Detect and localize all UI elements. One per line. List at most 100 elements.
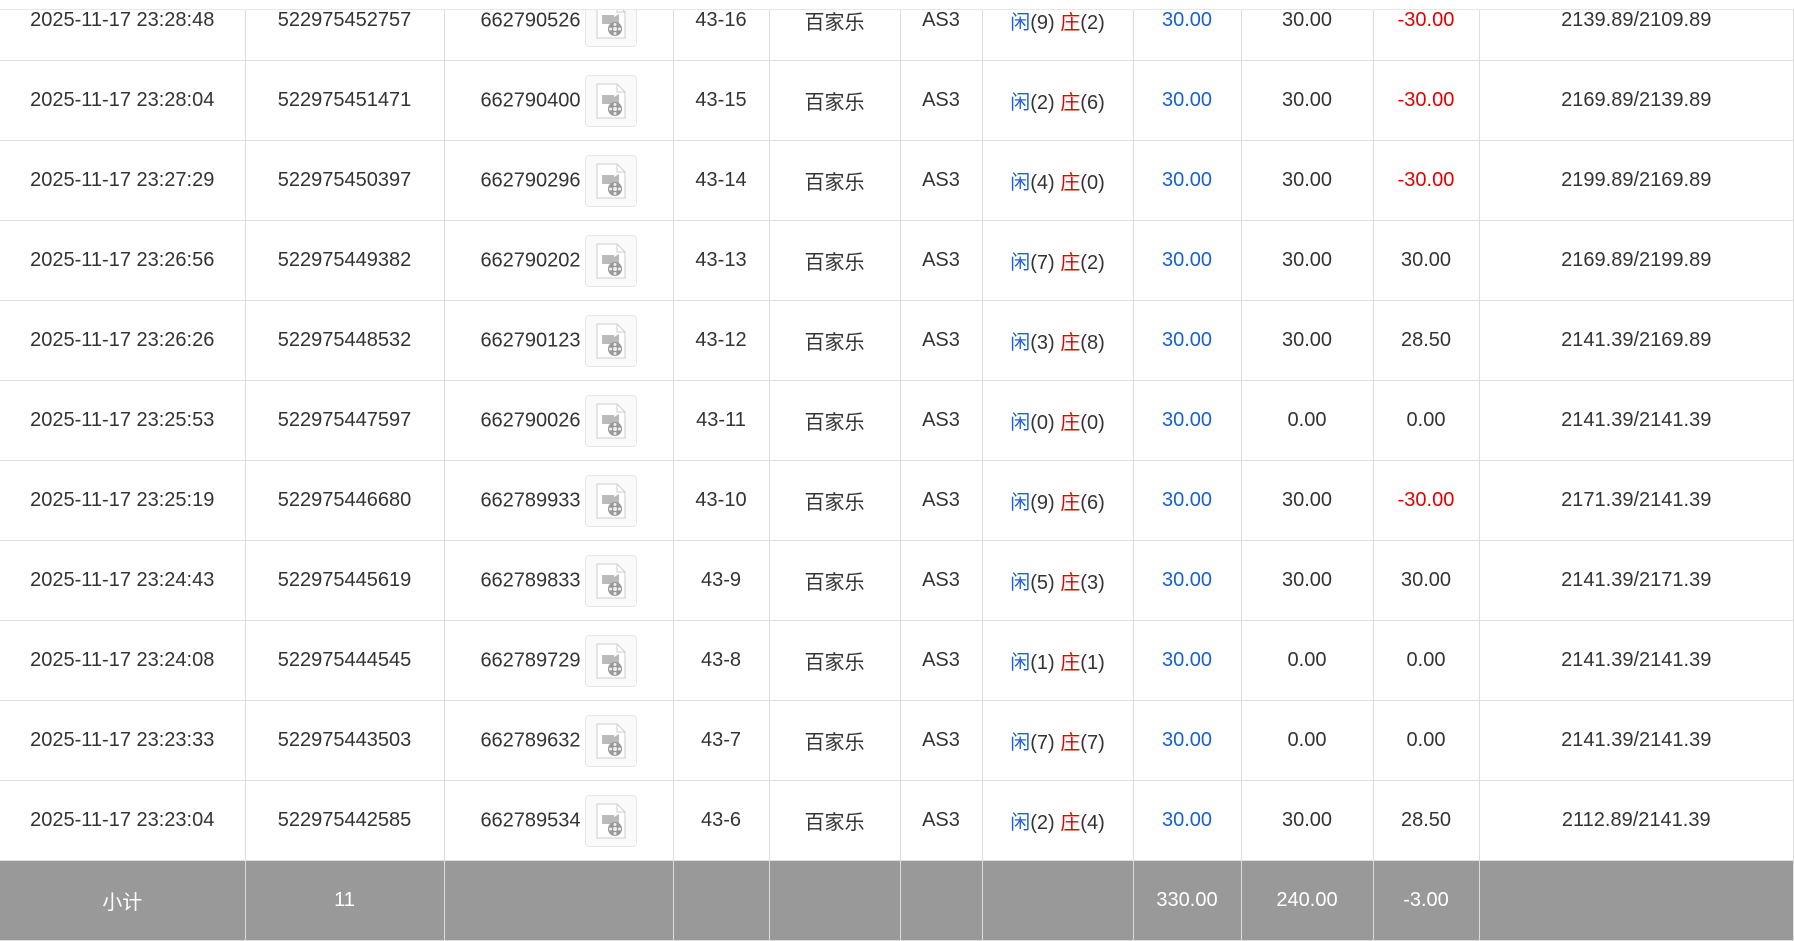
round-cell: 662789632 [443,700,674,781]
banker-score: (0) [1080,172,1105,194]
result-cell: 闲(4) 庄(0) [981,140,1134,221]
summary-bet: 330.00 [1132,860,1242,941]
bet-id: 522975446680 [244,460,445,541]
player-score: (7) [1030,732,1055,754]
win-loss: 0.00 [1372,700,1480,781]
bet-time: 2025-11-17 23:27:29 [0,140,246,221]
round-cell: 662790202 [443,220,674,301]
bet-id: 522975445619 [244,540,445,621]
summary-count: 11 [244,860,445,941]
round-cell: 662790296 [443,140,674,221]
banker-score: (4) [1080,812,1105,834]
player-score: (9) [1030,492,1055,514]
win-loss: -30.00 [1372,140,1480,221]
player-label: 闲 [1010,812,1031,834]
banker-score: (6) [1080,92,1105,114]
video-file-icon[interactable] [584,314,637,367]
summary-winloss: -3.00 [1372,860,1480,941]
valid-bet: 0.00 [1240,700,1374,781]
game-name: 百家乐 [768,300,901,381]
video-file-icon[interactable] [584,714,637,767]
table-row: 2025-11-17 23:28:48 522975452757 662790526… [0,0,1794,61]
win-loss: 0.00 [1372,620,1480,701]
bet-amount[interactable]: 30.00 [1132,380,1242,461]
round-id: 662790400 [480,88,581,111]
valid-bet: 30.00 [1240,780,1374,861]
result-cell: 闲(2) 庄(6) [981,60,1134,141]
table-row: 2025-11-17 23:24:08 522975444545 662789729… [0,620,1794,701]
win-loss: 30.00 [1372,540,1480,621]
bet-id: 522975443503 [244,700,445,781]
banker-score: (1) [1080,652,1105,674]
table-row: 2025-11-17 23:23:33 522975443503 662789632… [0,700,1794,781]
table-row: 2025-11-17 23:28:04 522975451471 662790400… [0,60,1794,141]
bet-amount[interactable]: 30.00 [1132,460,1242,541]
bet-amount[interactable]: 30.00 [1132,780,1242,861]
game-name: 百家乐 [768,0,901,61]
banker-score: (2) [1080,12,1105,34]
player-score: (4) [1030,172,1055,194]
game-name: 百家乐 [768,220,901,301]
bet-amount[interactable]: 30.00 [1132,300,1242,381]
banker-label: 庄 [1060,492,1081,514]
player-label: 闲 [1010,92,1031,114]
result-cell: 闲(3) 庄(8) [981,300,1134,381]
banker-score: (7) [1080,732,1105,754]
win-loss: 28.50 [1372,780,1480,861]
win-loss: 30.00 [1372,220,1480,301]
banker-label: 庄 [1060,732,1081,754]
shoe-number: 43-11 [672,380,770,461]
table-name: AS3 [899,380,983,461]
balance: 2199.89/2169.89 [1478,140,1794,221]
bet-time: 2025-11-17 23:26:26 [0,300,246,381]
balance: 2169.89/2199.89 [1478,220,1794,301]
valid-bet: 30.00 [1240,60,1374,141]
header-edge [0,0,1794,10]
shoe-number: 43-15 [672,60,770,141]
shoe-number: 43-7 [672,700,770,781]
bet-time: 2025-11-17 23:25:19 [0,460,246,541]
table-name: AS3 [899,540,983,621]
banker-label: 庄 [1060,172,1081,194]
result-cell: 闲(9) 庄(2) [981,0,1134,61]
bet-amount[interactable]: 30.00 [1132,700,1242,781]
video-file-icon[interactable] [584,154,637,207]
video-file-icon[interactable] [584,234,637,287]
video-file-icon[interactable] [584,474,637,527]
round-id: 662790202 [480,248,581,271]
video-file-icon[interactable] [584,394,637,447]
win-loss: -30.00 [1372,460,1480,541]
bet-amount[interactable]: 30.00 [1132,140,1242,221]
bet-amount[interactable]: 30.00 [1132,620,1242,701]
bet-id: 522975451471 [244,60,445,141]
bet-amount[interactable]: 30.00 [1132,60,1242,141]
round-id: 662789729 [480,648,581,671]
player-score: (3) [1030,332,1055,354]
summary-row: 小计 11 330.00 240.00 -3.00 [0,860,1794,941]
banker-score: (8) [1080,332,1105,354]
round-id: 662789534 [480,808,581,831]
player-label: 闲 [1010,652,1031,674]
bet-time: 2025-11-17 23:25:53 [0,380,246,461]
table-row: 2025-11-17 23:25:19 522975446680 662789933… [0,460,1794,541]
banker-score: (0) [1080,412,1105,434]
game-name: 百家乐 [768,540,901,621]
valid-bet: 0.00 [1240,620,1374,701]
video-file-icon[interactable] [584,794,637,847]
game-name: 百家乐 [768,60,901,141]
bet-amount[interactable]: 30.00 [1132,540,1242,621]
balance: 2141.39/2171.39 [1478,540,1794,621]
bet-id: 522975447597 [244,380,445,461]
valid-bet: 0.00 [1240,380,1374,461]
round-id: 662790026 [480,408,581,431]
valid-bet: 30.00 [1240,140,1374,221]
shoe-number: 43-9 [672,540,770,621]
game-name: 百家乐 [768,620,901,701]
video-file-icon[interactable] [584,74,637,127]
video-file-icon[interactable] [584,634,637,687]
video-file-icon[interactable] [584,554,637,607]
balance: 2141.39/2141.39 [1478,380,1794,461]
bet-amount[interactable]: 30.00 [1132,220,1242,301]
banker-label: 庄 [1060,412,1081,434]
